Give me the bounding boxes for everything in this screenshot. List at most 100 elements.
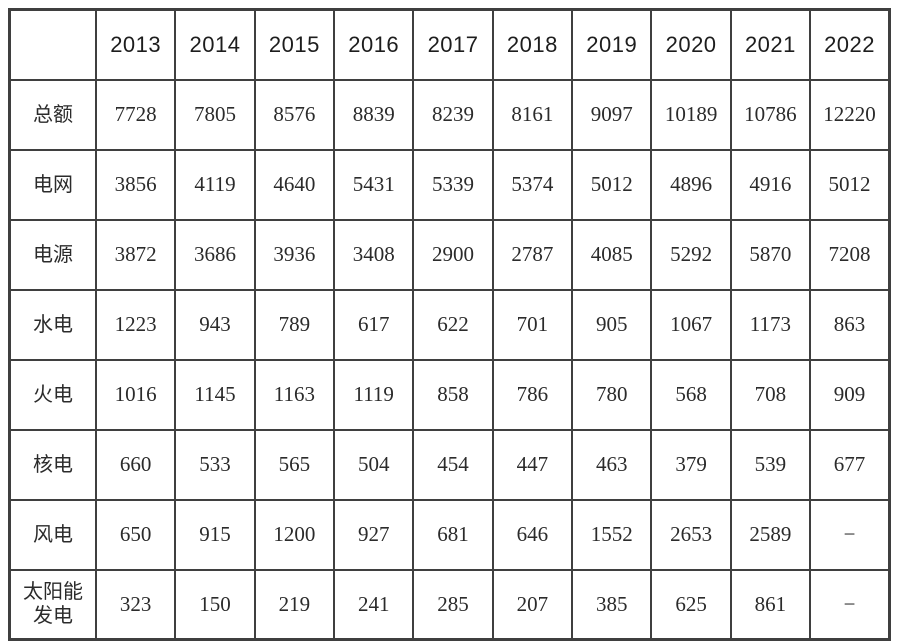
value-cell: 915 [174, 498, 256, 571]
value-cell: 1223 [94, 288, 177, 361]
corner-cell [8, 8, 97, 81]
value-cell: 7728 [94, 78, 177, 151]
value-cell: 8576 [253, 78, 336, 151]
value-cell: − [809, 498, 891, 571]
value-cell: 858 [412, 358, 494, 431]
table-row: 水电 1223 943 789 617 622 701 905 1067 1173 863 [8, 288, 891, 361]
value-cell: 1016 [94, 358, 177, 431]
value-cell: 5339 [412, 148, 494, 221]
row-label: 核电 [8, 428, 97, 501]
value-cell: 943 [174, 288, 256, 361]
value-cell: 5431 [333, 148, 415, 221]
value-cell: 708 [729, 358, 812, 431]
value-cell: 539 [729, 428, 812, 501]
table-row: 电源 3872 3686 3936 3408 2900 2787 4085 5292 5870 72… [8, 218, 891, 291]
value-cell: 622 [412, 288, 494, 361]
value-cell: 463 [571, 428, 653, 501]
value-cell: 701 [491, 288, 574, 361]
value-cell: 863 [809, 288, 891, 361]
value-cell: 4916 [729, 148, 812, 221]
value-cell: − [809, 568, 891, 641]
value-cell: 5292 [650, 218, 732, 291]
value-cell: 533 [174, 428, 256, 501]
row-label: 太阳能发电 [8, 568, 97, 641]
value-cell: 789 [253, 288, 336, 361]
value-cell: 927 [333, 498, 415, 571]
value-cell: 3856 [94, 148, 177, 221]
value-cell: 10189 [650, 78, 732, 151]
value-cell: 1067 [650, 288, 732, 361]
value-cell: 5870 [729, 218, 812, 291]
value-cell: 207 [491, 568, 574, 641]
row-label: 火电 [8, 358, 97, 431]
row-label: 总额 [8, 78, 97, 151]
value-cell: 504 [333, 428, 415, 501]
value-cell: 323 [94, 568, 177, 641]
value-cell: 5012 [809, 148, 891, 221]
year-column-header: 2018 [491, 8, 574, 81]
value-cell: 568 [650, 358, 732, 431]
row-label: 电源 [8, 218, 97, 291]
value-cell: 1163 [253, 358, 336, 431]
value-cell: 4640 [253, 148, 336, 221]
value-cell: 1552 [571, 498, 653, 571]
value-cell: 646 [491, 498, 574, 571]
row-label: 电网 [8, 148, 97, 221]
value-cell: 285 [412, 568, 494, 641]
value-cell: 4085 [571, 218, 653, 291]
value-cell: 241 [333, 568, 415, 641]
value-cell: 2787 [491, 218, 574, 291]
table-row: 总额 7728 7805 8576 8839 8239 8161 9097 10189 10786… [8, 78, 891, 151]
value-cell: 617 [333, 288, 415, 361]
value-cell: 786 [491, 358, 574, 431]
value-cell: 2653 [650, 498, 732, 571]
value-cell: 10786 [729, 78, 812, 151]
value-cell: 447 [491, 428, 574, 501]
value-cell: 1145 [174, 358, 256, 431]
value-cell: 3686 [174, 218, 256, 291]
year-column-header: 2015 [253, 8, 336, 81]
data-table: 2013 2014 2015 2016 2017 2018 2019 2020 2021 2022… [8, 8, 891, 641]
value-cell: 905 [571, 288, 653, 361]
value-cell: 780 [571, 358, 653, 431]
year-column-header: 2022 [809, 8, 891, 81]
value-cell: 660 [94, 428, 177, 501]
table-row: 风电 650 915 1200 927 681 646 1552 2653 2589− [8, 498, 891, 571]
table-row: 太阳能发电 323 150 219 241 285 207 385 625 861− [8, 568, 891, 641]
value-cell: 1173 [729, 288, 812, 361]
value-cell: 4896 [650, 148, 732, 221]
value-cell: 8239 [412, 78, 494, 151]
value-cell: 681 [412, 498, 494, 571]
year-column-header: 2016 [333, 8, 415, 81]
value-cell: 3872 [94, 218, 177, 291]
value-cell: 12220 [809, 78, 891, 151]
value-cell: 454 [412, 428, 494, 501]
value-cell: 909 [809, 358, 891, 431]
value-cell: 150 [174, 568, 256, 641]
value-cell: 677 [809, 428, 891, 501]
value-cell: 2589 [729, 498, 812, 571]
row-label: 风电 [8, 498, 97, 571]
value-cell: 625 [650, 568, 732, 641]
value-cell: 3936 [253, 218, 336, 291]
value-cell: 4119 [174, 148, 256, 221]
value-cell: 565 [253, 428, 336, 501]
value-cell: 379 [650, 428, 732, 501]
value-cell: 2900 [412, 218, 494, 291]
value-cell: 861 [729, 568, 812, 641]
year-column-header: 2019 [571, 8, 653, 81]
value-cell: 650 [94, 498, 177, 571]
header-row: 2013 2014 2015 2016 2017 2018 2019 2020 2021 2022 [8, 8, 891, 81]
value-cell: 8839 [333, 78, 415, 151]
value-cell: 385 [571, 568, 653, 641]
year-column-header: 2020 [650, 8, 732, 81]
table-row: 火电 1016 1145 1163 1119 858 786 780 568 708 909 [8, 358, 891, 431]
year-column-header: 2014 [174, 8, 256, 81]
year-column-header: 2013 [94, 8, 177, 81]
value-cell: 9097 [571, 78, 653, 151]
value-cell: 219 [253, 568, 336, 641]
value-cell: 5374 [491, 148, 574, 221]
value-cell: 7805 [174, 78, 256, 151]
value-cell: 8161 [491, 78, 574, 151]
year-column-header: 2021 [729, 8, 812, 81]
